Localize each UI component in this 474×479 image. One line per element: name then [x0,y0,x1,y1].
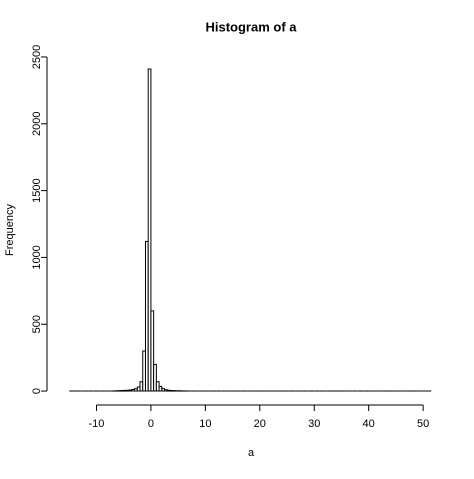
x-tick-label: -10 [89,418,105,430]
x-tick-label: 30 [308,418,320,430]
chart-title: Histogram of a [205,19,297,34]
x-axis-label: a [248,447,255,459]
x-tick-label: 20 [254,418,266,430]
x-tick-label: 40 [363,418,375,430]
y-tick-label: 2000 [31,112,43,136]
x-tick-label: 0 [148,418,154,430]
x-tick-label: 50 [417,418,429,430]
y-tick-label: 1000 [31,245,43,269]
y-tick-label: 1500 [31,178,43,202]
y-tick-label: 2500 [31,45,43,69]
y-tick-label: 500 [31,315,43,333]
y-axis-label: Frequency [4,204,16,256]
y-tick-label: 0 [31,388,43,394]
x-tick-label: 10 [199,418,211,430]
